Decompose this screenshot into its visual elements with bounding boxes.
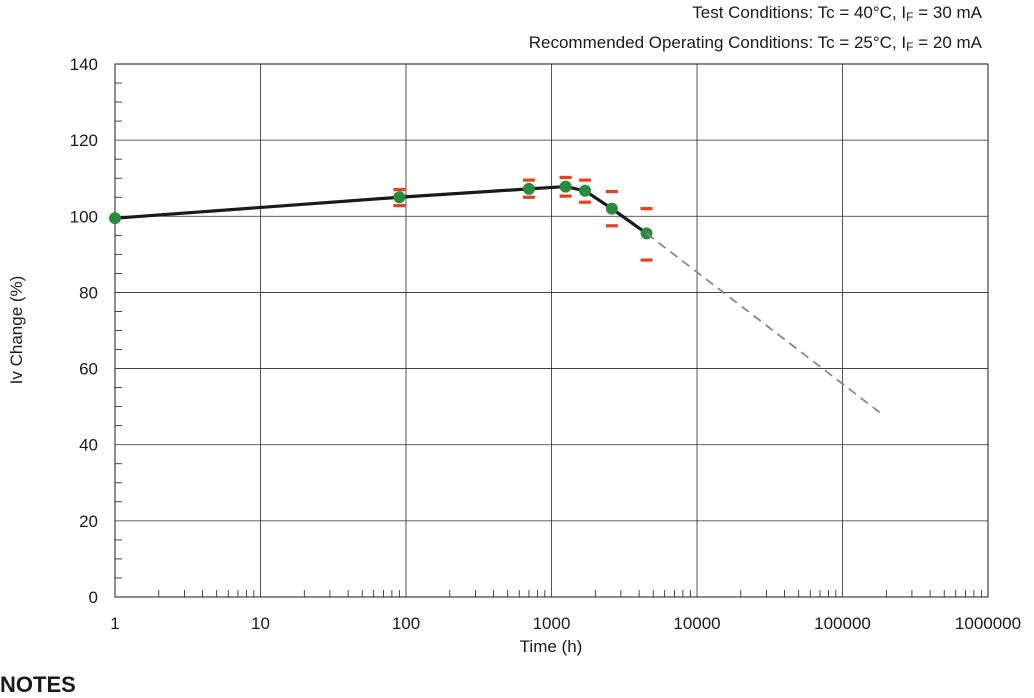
data-point xyxy=(393,191,406,204)
x-axis-title: Time (h) xyxy=(520,637,583,656)
minor-tick-layer xyxy=(115,82,982,597)
recommended-conditions-label: Recommended Operating Conditions: Tc = 2… xyxy=(528,33,982,54)
notes-heading: NOTES xyxy=(0,672,76,697)
x-tick-label: 100000 xyxy=(814,614,871,633)
x-tick-label: 10000 xyxy=(673,614,720,633)
projection-dashed-line xyxy=(645,232,881,414)
series-layer xyxy=(109,175,881,414)
measured-line xyxy=(114,184,648,235)
test-conditions-label: Test Conditions: Tc = 40°C, IF = 30 mA xyxy=(692,3,982,24)
data-point xyxy=(579,184,592,197)
x-tick-label: 1000 xyxy=(533,614,571,633)
x-tick-label: 100 xyxy=(392,614,420,633)
y-tick-label: 60 xyxy=(79,360,98,379)
x-tick-label: 1 xyxy=(110,614,119,633)
grid-layer xyxy=(115,64,988,597)
data-point xyxy=(522,182,535,195)
y-tick-label: 40 xyxy=(79,436,98,455)
data-point xyxy=(605,202,618,215)
y-tick-label: 120 xyxy=(70,131,98,150)
y-tick-label: 20 xyxy=(79,512,98,531)
data-point xyxy=(109,212,121,225)
x-tick-label: 1000000 xyxy=(955,614,1021,633)
data-point xyxy=(559,180,572,193)
x-tick-label: 10 xyxy=(251,614,270,633)
y-tick-label: 140 xyxy=(70,55,98,74)
y-tick-label: 80 xyxy=(79,283,98,302)
tick-label-layer: 1 10 100 1000 10000 100000 1000000 0 20 40 60 80 100… xyxy=(70,55,1021,633)
y-tick-label: 0 xyxy=(89,588,98,607)
y-axis-title: Iv Change (%) xyxy=(7,276,26,385)
y-tick-label: 100 xyxy=(70,207,98,226)
